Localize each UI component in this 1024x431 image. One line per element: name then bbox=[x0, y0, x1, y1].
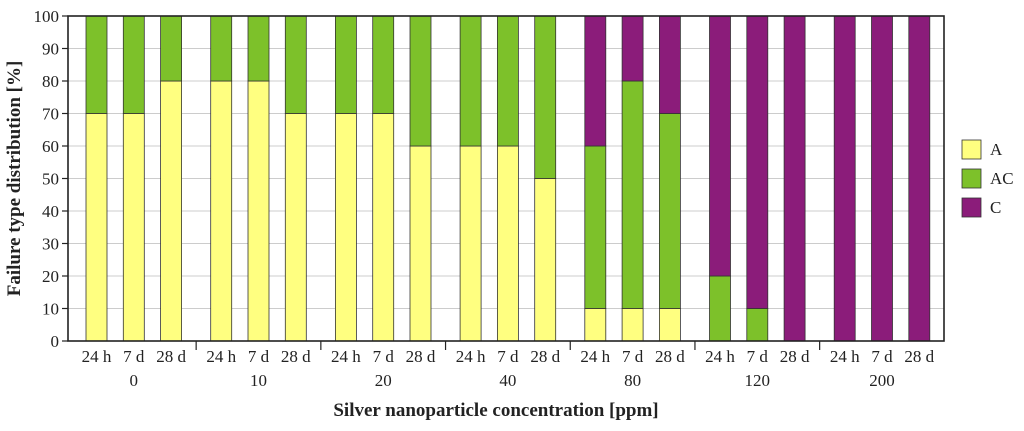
y-tick-label: 60 bbox=[42, 137, 59, 156]
bar-a-10-28d bbox=[285, 114, 306, 342]
x-subcategory-label: 28 d bbox=[530, 347, 560, 366]
x-group-label: 120 bbox=[745, 371, 771, 390]
x-subcategory-label: 24 h bbox=[705, 347, 735, 366]
y-tick-label: 0 bbox=[51, 332, 60, 351]
bar-ac-40-7d bbox=[497, 16, 518, 146]
bars bbox=[86, 16, 930, 341]
bar-a-40-7d bbox=[497, 146, 518, 341]
x-group-label: 0 bbox=[130, 371, 139, 390]
x-subcategory-label: 7 d bbox=[497, 347, 519, 366]
y-tick-label: 70 bbox=[42, 105, 59, 124]
x-subcategory-label: 24 h bbox=[331, 347, 361, 366]
x-subcategory-label: 7 d bbox=[622, 347, 644, 366]
bar-ac-40-28d bbox=[535, 16, 556, 179]
bar-a-0-24h bbox=[86, 114, 107, 342]
x-group-label: 80 bbox=[624, 371, 641, 390]
y-tick-label: 40 bbox=[42, 202, 59, 221]
y-axis-ticks: 0 10 20 30 40 50 60 70 80 90 100 bbox=[34, 7, 69, 351]
y-tick-label: 10 bbox=[42, 300, 59, 319]
legend-swatch-ac bbox=[962, 169, 981, 188]
bar-c-200-24h bbox=[834, 16, 855, 341]
y-tick-label: 100 bbox=[34, 7, 60, 26]
bar-ac-0-24h bbox=[86, 16, 107, 114]
bar-c-80-24h bbox=[585, 16, 606, 146]
bar-a-10-7d bbox=[248, 81, 269, 341]
bar-ac-10-28d bbox=[285, 16, 306, 114]
x-subcategory-label: 24 h bbox=[456, 347, 486, 366]
bar-c-120-7d bbox=[747, 16, 768, 309]
x-subcategory-label: 7 d bbox=[123, 347, 145, 366]
legend-label-ac: AC bbox=[990, 169, 1014, 188]
bar-ac-40-24h bbox=[460, 16, 481, 146]
x-group-label: 200 bbox=[869, 371, 895, 390]
bar-a-40-28d bbox=[535, 179, 556, 342]
bar-a-80-24h bbox=[585, 309, 606, 342]
y-tick-label: 20 bbox=[42, 267, 59, 286]
bar-ac-20-7d bbox=[373, 16, 394, 114]
y-tick-label: 80 bbox=[42, 72, 59, 91]
bar-a-20-24h bbox=[335, 114, 356, 342]
bar-ac-80-7d bbox=[622, 81, 643, 309]
x-subcategory-label: 28 d bbox=[156, 347, 186, 366]
x-subcategory-label: 28 d bbox=[904, 347, 934, 366]
bar-ac-20-24h bbox=[335, 16, 356, 114]
y-axis-title: Failure type distribution [%] bbox=[4, 61, 25, 297]
bar-ac-80-28d bbox=[659, 114, 680, 309]
bar-a-20-28d bbox=[410, 146, 431, 341]
legend: A AC C bbox=[962, 140, 1014, 217]
bar-ac-0-7d bbox=[123, 16, 144, 114]
bar-c-200-7d bbox=[872, 16, 893, 341]
bar-c-200-28d bbox=[909, 16, 930, 341]
x-subcategory-label: 24 h bbox=[206, 347, 236, 366]
bar-ac-120-7d bbox=[747, 309, 768, 342]
x-subcategory-label: 28 d bbox=[780, 347, 810, 366]
x-subcategory-label: 7 d bbox=[747, 347, 769, 366]
y-tick-label: 30 bbox=[42, 235, 59, 254]
bar-a-20-7d bbox=[373, 114, 394, 342]
x-group-label: 40 bbox=[499, 371, 516, 390]
x-subcategory-label: 24 h bbox=[830, 347, 860, 366]
bar-c-80-28d bbox=[659, 16, 680, 114]
bar-ac-10-24h bbox=[211, 16, 232, 81]
bar-c-120-28d bbox=[784, 16, 805, 341]
bar-a-0-28d bbox=[161, 81, 182, 341]
x-subcategory-label: 28 d bbox=[406, 347, 436, 366]
x-group-label: 10 bbox=[250, 371, 267, 390]
x-subcategory-label: 28 d bbox=[281, 347, 311, 366]
bar-a-80-28d bbox=[659, 309, 680, 342]
bar-ac-10-7d bbox=[248, 16, 269, 81]
bar-a-10-24h bbox=[211, 81, 232, 341]
bar-ac-20-28d bbox=[410, 16, 431, 146]
failure-type-chart: 0 10 20 30 40 50 60 70 80 90 100 24 h 7 d 28 d 0 24 h 7… bbox=[0, 0, 1024, 431]
x-subcategory-label: 24 h bbox=[580, 347, 610, 366]
bar-c-120-24h bbox=[710, 16, 731, 276]
x-subcategory-label: 7 d bbox=[871, 347, 893, 366]
x-axis-title: Silver nanoparticle concentration [ppm] bbox=[333, 400, 658, 421]
x-subcategory-label: 24 h bbox=[82, 347, 112, 366]
legend-swatch-c bbox=[962, 198, 981, 217]
y-tick-label: 90 bbox=[42, 40, 59, 59]
bar-a-80-7d bbox=[622, 309, 643, 342]
bar-ac-0-28d bbox=[161, 16, 182, 81]
bar-a-40-24h bbox=[460, 146, 481, 341]
x-axis-ticks: 24 h 7 d 28 d 0 24 h 7 d 28 d 10 24 h 7 d 28 d 20 24… bbox=[82, 341, 935, 390]
legend-label-c: C bbox=[990, 198, 1001, 217]
x-group-label: 20 bbox=[375, 371, 392, 390]
legend-swatch-a bbox=[962, 140, 981, 159]
bar-ac-120-24h bbox=[710, 276, 731, 341]
bar-c-80-7d bbox=[622, 16, 643, 81]
x-subcategory-label: 7 d bbox=[373, 347, 395, 366]
y-tick-label: 50 bbox=[42, 170, 59, 189]
bar-ac-80-24h bbox=[585, 146, 606, 309]
x-subcategory-label: 28 d bbox=[655, 347, 685, 366]
x-subcategory-label: 7 d bbox=[248, 347, 270, 366]
legend-label-a: A bbox=[990, 140, 1003, 159]
bar-a-0-7d bbox=[123, 114, 144, 342]
